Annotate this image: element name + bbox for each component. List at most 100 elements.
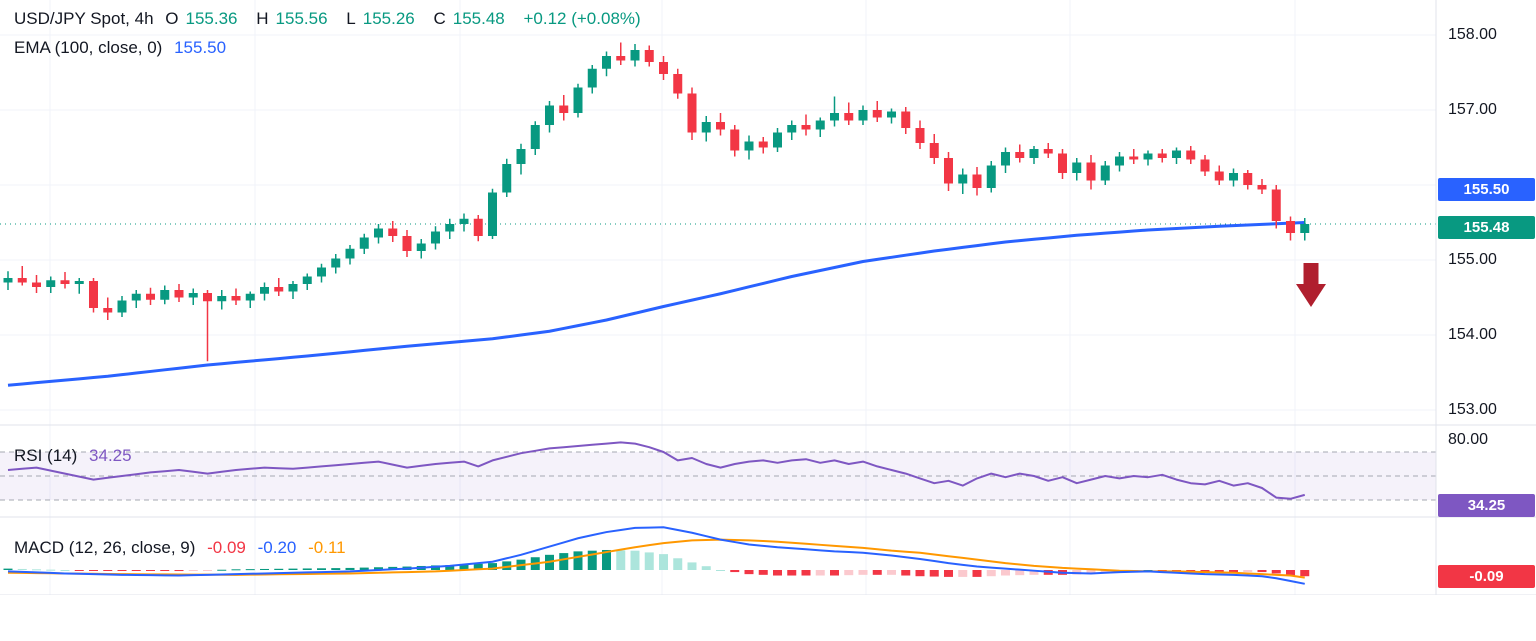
candle-body	[559, 105, 569, 113]
candle-body	[1072, 162, 1082, 173]
candle-body	[1172, 150, 1181, 158]
candle-body	[516, 149, 526, 164]
macd-histogram-bar	[630, 550, 640, 570]
candle-body	[388, 228, 398, 236]
macd-histogram-bar	[3, 568, 13, 570]
candle-body	[3, 278, 13, 283]
candle-body	[1271, 189, 1281, 221]
candle-body	[1229, 173, 1238, 181]
macd-histogram-bar	[787, 570, 797, 576]
candle-body	[103, 308, 113, 313]
candle-body	[644, 50, 654, 62]
macd-histogram-bar	[473, 563, 483, 570]
macd-histogram-bar	[17, 568, 27, 570]
symbol-title: USD/JPY Spot, 4h	[14, 9, 154, 28]
candle-body	[1300, 224, 1310, 233]
price-axis-label: 154.00	[1448, 326, 1497, 343]
candle-body	[488, 192, 497, 236]
macd-histogram-bar	[1229, 570, 1238, 573]
candle-body	[602, 56, 611, 69]
candle-body	[302, 276, 312, 284]
macd-histogram-bar	[103, 570, 113, 571]
macd-histogram-bar	[830, 570, 839, 576]
candle-body	[616, 56, 626, 61]
macd-histogram-bar	[1257, 570, 1267, 573]
macd-histogram-bar	[744, 570, 754, 575]
down-arrow-icon	[1296, 263, 1326, 307]
candle-body	[901, 111, 911, 128]
candle-body	[701, 122, 711, 133]
macd-histogram-bar	[587, 550, 597, 570]
candle-body	[274, 287, 284, 292]
candle-body	[1015, 152, 1025, 158]
candle-body	[231, 296, 241, 301]
candle-body	[858, 110, 868, 121]
macd-histogram-bar	[1271, 570, 1281, 574]
candle-body	[416, 243, 426, 251]
candle-body	[687, 93, 697, 133]
candle-body	[1186, 150, 1196, 160]
ema-legend[interactable]: EMA (100, close, 0) 155.50	[14, 38, 233, 58]
macd-histogram-bar	[844, 570, 854, 576]
candle-body	[217, 296, 227, 302]
rsi-band	[0, 452, 1436, 500]
candle-body	[844, 113, 854, 121]
candle-body	[1286, 221, 1295, 233]
macd-histogram-bar	[673, 558, 683, 570]
candle-body	[1157, 153, 1167, 158]
low-value: L 155.26	[346, 9, 415, 28]
candle-body	[431, 231, 440, 244]
macd-histogram-bar	[1200, 570, 1210, 573]
candle-body	[630, 50, 640, 61]
macd-histogram-bar	[502, 561, 512, 570]
candle-body	[1029, 149, 1039, 158]
candle-body	[331, 258, 341, 268]
macd-histogram-bar	[374, 567, 383, 570]
macd-histogram-bar	[687, 562, 697, 570]
macd-histogram-bar	[74, 570, 84, 571]
candle-body	[1086, 162, 1096, 181]
macd-histogram-bar	[345, 567, 355, 570]
macd-histogram-bar	[644, 552, 654, 570]
macd-histogram-bar	[958, 570, 968, 577]
time-axis[interactable]: 131619212527Dec	[0, 595, 1536, 641]
ema-label: EMA (100, close, 0)	[14, 38, 163, 57]
candle-body	[1129, 156, 1139, 160]
macd-histogram-bar	[872, 570, 882, 575]
candle-body	[587, 68, 597, 88]
open-value: O 155.36	[165, 9, 238, 28]
symbol-ohlc-legend[interactable]: USD/JPY Spot, 4h O 155.36 H 155.56 L 155.26…	[14, 9, 648, 29]
candle-body	[929, 143, 939, 158]
macd-histogram-bar	[986, 570, 996, 577]
macd-histogram-bar	[559, 553, 569, 570]
candle-body	[673, 74, 683, 94]
candle-body	[1001, 152, 1010, 166]
candle-body	[174, 290, 184, 298]
candle-body	[887, 111, 896, 118]
candle-body	[502, 164, 512, 193]
macd-histogram-bar	[773, 570, 782, 576]
price-axis-label: 153.00	[1448, 401, 1497, 418]
macd-histogram-bar	[445, 565, 455, 570]
candle-body	[801, 125, 811, 130]
candle-body	[1200, 159, 1210, 172]
macd-legend[interactable]: MACD (12, 26, close, 9) -0.09 -0.20 -0.1…	[14, 538, 353, 558]
price-axis-label: 155.00	[1448, 251, 1497, 268]
candle-body	[1115, 156, 1124, 166]
rsi-value-badge: 34.25	[1438, 494, 1535, 517]
rsi-line	[7, 441, 1306, 500]
candle-body	[17, 278, 27, 283]
price-axis-label: 157.00	[1448, 101, 1497, 118]
macd-histogram-bar	[901, 570, 911, 576]
macd-histogram-bar	[146, 570, 155, 571]
candle-body	[345, 248, 355, 259]
macd-histogram-bar	[1001, 570, 1010, 576]
candle-body	[1058, 153, 1067, 173]
candle-body	[972, 174, 982, 188]
macd-histogram-bar	[1015, 570, 1025, 576]
candle-body	[787, 125, 797, 133]
macd-histogram-bar	[1286, 570, 1295, 576]
rsi-legend[interactable]: RSI (14) 34.25	[14, 446, 139, 466]
